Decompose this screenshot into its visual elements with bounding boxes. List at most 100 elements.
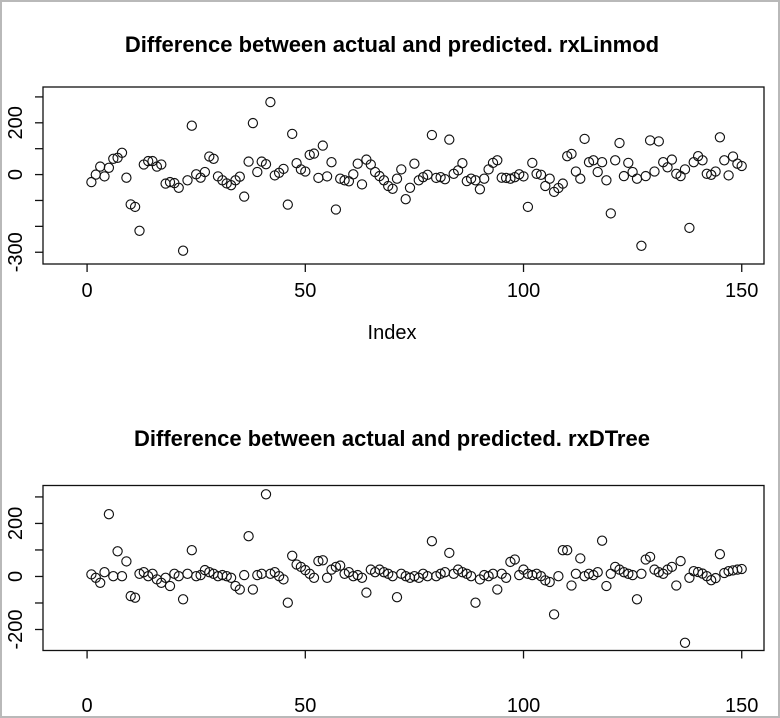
data-point: [492, 584, 503, 595]
data-point: [457, 567, 468, 578]
data-point: [631, 173, 643, 184]
data-point: [326, 157, 337, 168]
data-point: [356, 179, 368, 190]
data-point: [134, 225, 145, 236]
data-point: [116, 147, 128, 158]
data-point: [282, 199, 293, 210]
data-point: [531, 168, 542, 179]
data-point: [321, 572, 333, 583]
data-point: [679, 164, 691, 175]
data-point: [719, 155, 730, 166]
data-point: [444, 547, 455, 559]
data-point: [714, 549, 726, 560]
data-point: [627, 166, 638, 178]
x-axis-tick-label: 150: [725, 280, 758, 302]
data-point: [736, 160, 747, 172]
data-point: [199, 166, 211, 178]
data-point: [596, 535, 608, 546]
data-point: [352, 158, 363, 169]
data-point: [234, 584, 245, 595]
data-point: [221, 178, 232, 189]
data-point: [426, 536, 438, 547]
data-point: [356, 572, 368, 583]
data-point: [465, 173, 477, 184]
data-point: [108, 571, 119, 582]
data-point: [95, 161, 106, 172]
data-point: [439, 174, 451, 185]
data-point: [566, 148, 577, 160]
data-point: [675, 555, 686, 567]
bottom-plot-title: Difference between actual and predicted.…: [134, 426, 650, 451]
data-point: [400, 194, 411, 205]
data-point: [566, 580, 577, 591]
data-point: [605, 208, 616, 219]
x-axis-tick-label: 150: [725, 695, 758, 717]
data-point: [684, 222, 695, 234]
data-point: [121, 172, 132, 183]
data-point: [653, 136, 664, 147]
data-point: [444, 134, 455, 145]
data-point: [260, 489, 272, 500]
data-point: [562, 545, 573, 556]
data-point: [596, 157, 608, 168]
data-point: [177, 594, 189, 605]
data-point: [553, 571, 564, 582]
data-point: [335, 560, 346, 571]
data-point: [692, 566, 704, 578]
data-point: [330, 204, 342, 215]
data-point: [723, 170, 734, 181]
data-point: [404, 182, 416, 193]
data-point: [391, 592, 403, 603]
data-point: [636, 240, 647, 251]
data-point: [579, 133, 590, 145]
data-point: [465, 571, 477, 582]
data-point: [575, 173, 586, 184]
data-point: [688, 157, 699, 168]
data-point: [308, 148, 320, 159]
data-point: [99, 567, 110, 578]
top-plot-title: Difference between actual and predicted.…: [124, 32, 660, 57]
data-point: [710, 166, 721, 177]
data-point: [610, 155, 621, 166]
data-point: [684, 572, 695, 583]
linmod-plot: 200 0 -300 0 50 100 150: [5, 86, 765, 302]
data-point: [518, 171, 529, 182]
data-point: [391, 173, 403, 184]
data-point: [535, 169, 547, 180]
data-point: [182, 175, 193, 186]
dtree-plot: 200 0 -200 0 50 100 150: [5, 484, 765, 717]
data-point: [103, 162, 115, 173]
data-point: [483, 164, 494, 175]
data-point: [644, 135, 656, 146]
data-point: [500, 572, 512, 583]
data-point: [186, 120, 197, 131]
data-point: [348, 169, 359, 180]
data-point: [666, 561, 678, 573]
data-point: [208, 153, 219, 164]
data-point: [300, 166, 311, 177]
data-point: [378, 567, 390, 578]
data-point: [99, 171, 110, 182]
y-axis-tick-label: -200: [5, 609, 27, 649]
data-point: [505, 173, 516, 184]
data-point: [479, 173, 490, 184]
data-point: [278, 574, 289, 585]
data-point: [260, 159, 272, 170]
data-point: [313, 555, 324, 567]
y-axis-tick-label: 0: [5, 169, 27, 180]
data-point: [575, 553, 586, 564]
data-point: [243, 531, 254, 542]
data-point: [592, 166, 603, 178]
data-point: [186, 545, 197, 556]
data-point: [221, 571, 232, 582]
data-point: [121, 556, 132, 567]
data-point: [225, 572, 237, 583]
data-point: [614, 137, 625, 149]
data-point: [671, 580, 682, 591]
data-point: [509, 554, 520, 565]
data-point: [287, 128, 298, 140]
x-axis-tick-label: 50: [294, 695, 316, 717]
data-point: [666, 154, 678, 165]
